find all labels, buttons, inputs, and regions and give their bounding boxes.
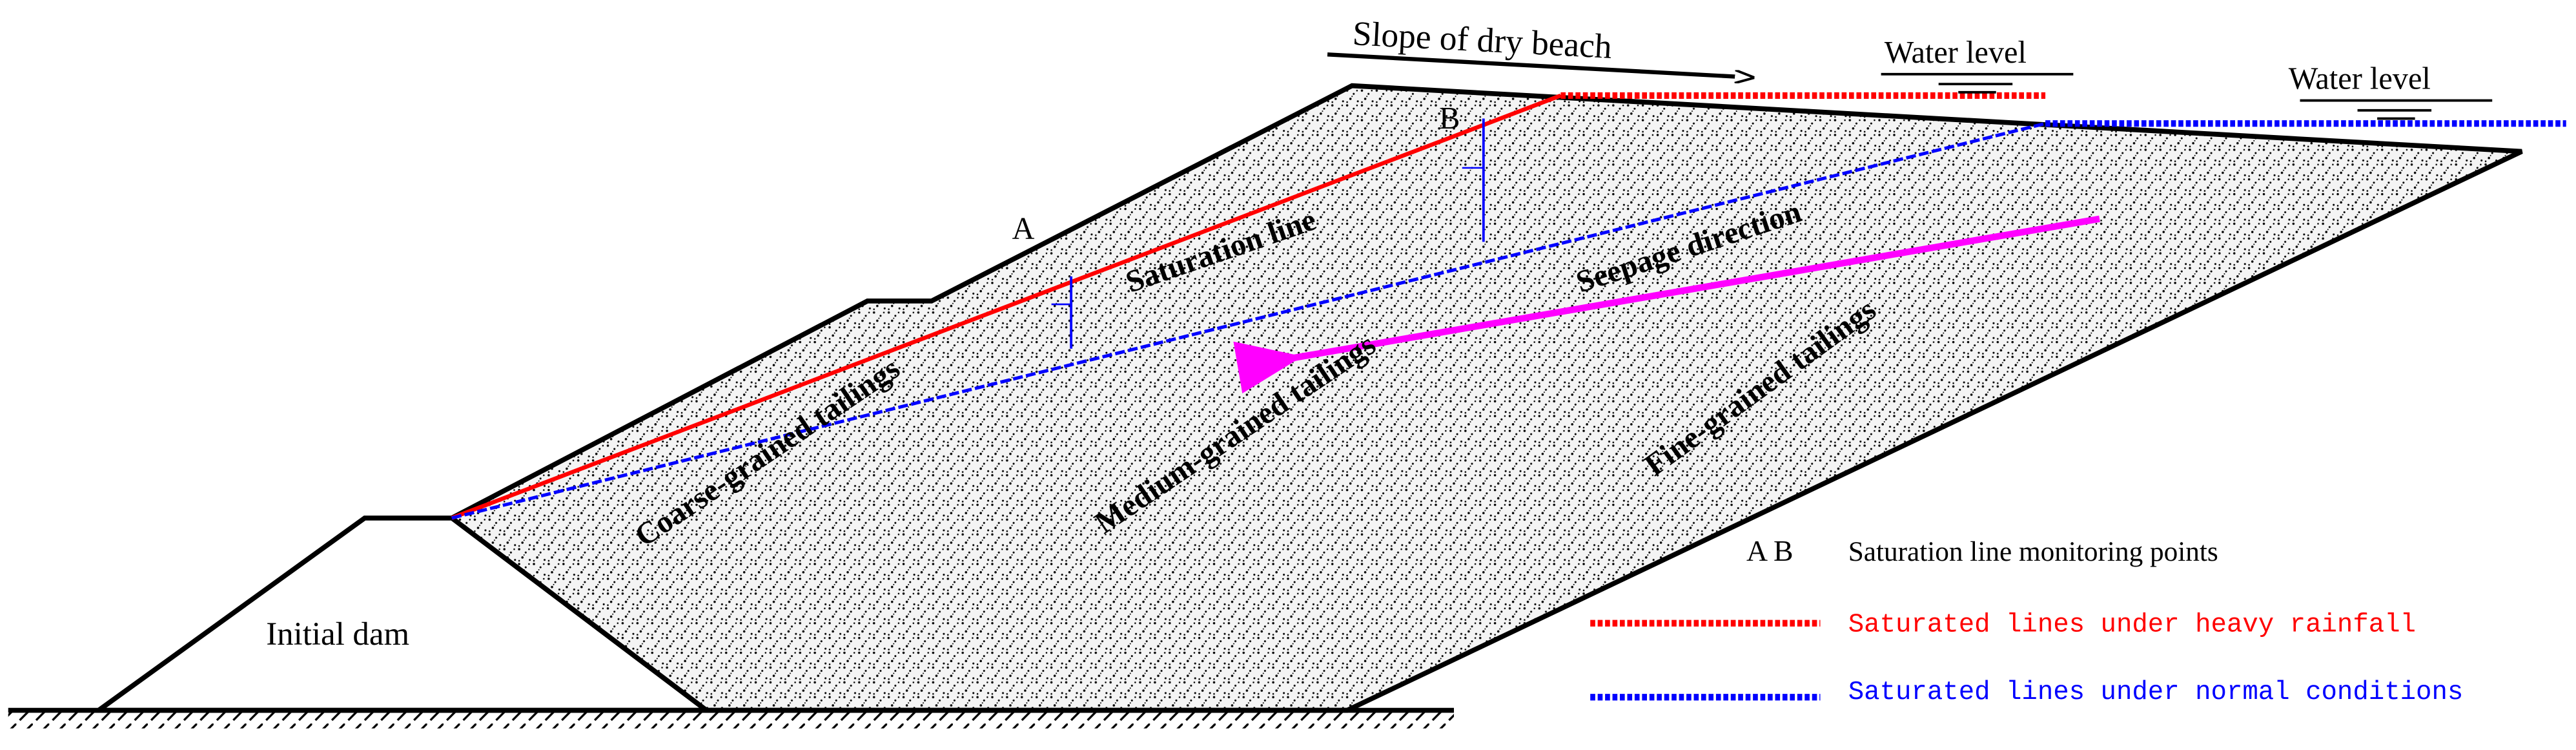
- legend-text: Saturated lines under normal conditions: [1848, 678, 2464, 707]
- dry-beach-arrow: [1327, 52, 1752, 78]
- dam-label: Initial dam: [266, 616, 409, 652]
- point-label: B: [1439, 101, 1460, 136]
- normal-line: [451, 121, 2046, 520]
- legend-text: Saturated lines under heavy rainfall: [1848, 610, 2416, 640]
- water-level-label: Water level: [1885, 36, 2027, 70]
- point-label: A: [1012, 211, 1035, 245]
- water-level-label: Water level: [2289, 62, 2431, 96]
- legend-text: Saturation line monitoring points: [1848, 536, 2218, 567]
- ground-hatch: [8, 712, 1455, 729]
- legend-marker: A B: [1746, 534, 1794, 567]
- seepage-arrow: [1233, 215, 2100, 394]
- rainfall-line: [451, 93, 1562, 520]
